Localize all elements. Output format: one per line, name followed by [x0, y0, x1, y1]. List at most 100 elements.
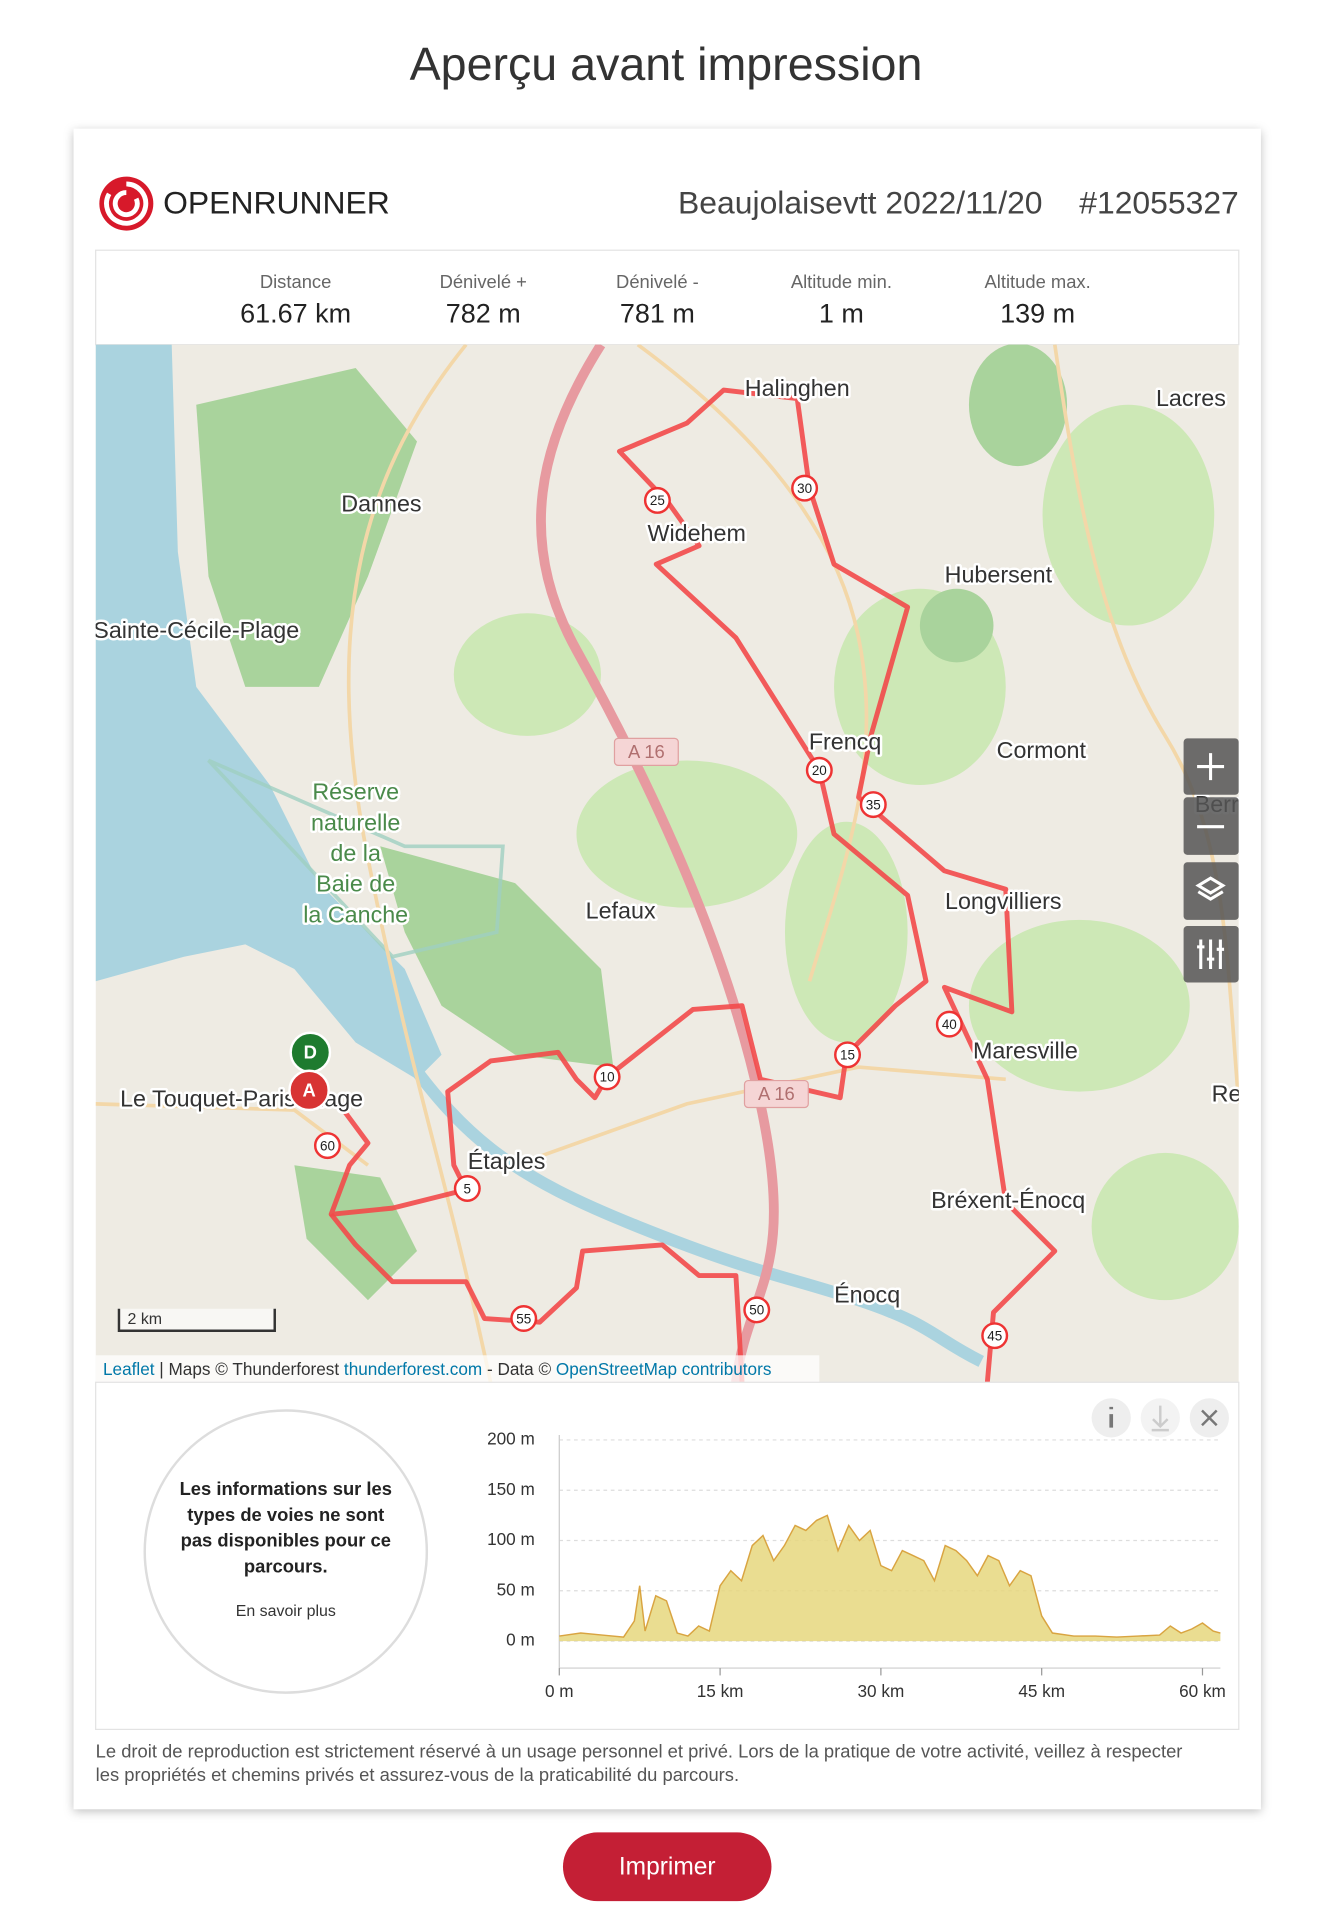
surface-info-line: pas disponibles pour ce — [181, 1530, 391, 1551]
y-tick-label: 100 m — [487, 1529, 535, 1549]
road-label: A 16 — [758, 1083, 795, 1104]
km-marker-label: 10 — [600, 1070, 615, 1085]
sea — [95, 344, 442, 1080]
km-marker-label: 60 — [320, 1138, 335, 1153]
y-tick-label: 0 m — [506, 1630, 535, 1650]
scale-label: 2 km — [128, 1311, 163, 1328]
road-shield — [613, 737, 679, 766]
stat-label: Altitude min. — [791, 271, 892, 292]
reserve-label: de la — [330, 840, 381, 866]
km-marker-label: 30 — [797, 481, 812, 496]
km-marker-label: 40 — [942, 1017, 957, 1032]
leaflet-link[interactable]: Leaflet — [103, 1359, 155, 1379]
reserve-label: Baie de — [316, 871, 395, 897]
river — [399, 1051, 984, 1367]
km-marker — [453, 1175, 481, 1202]
km-marker — [791, 474, 819, 502]
place-label: Frencq — [809, 728, 882, 754]
stat-value: 781 m — [620, 298, 695, 328]
reserve-label: la Canche — [303, 901, 408, 927]
end-label: A — [302, 1079, 315, 1100]
km-marker — [510, 1305, 538, 1333]
print-button-label: Imprimer — [619, 1853, 716, 1880]
surface-info-link[interactable]: En savoir plus — [236, 1603, 336, 1620]
attribution-text: | Maps © Thunderforest — [155, 1359, 344, 1379]
stats-box — [95, 249, 1240, 346]
attribution-text: - Data © — [482, 1359, 556, 1379]
surface-circle — [143, 1409, 429, 1694]
control-icons — [1195, 753, 1226, 969]
place-label: Lefaux — [586, 898, 656, 924]
footer-text: les propriétés et chemins privés et assu… — [96, 1764, 739, 1785]
stat-value: 1 m — [819, 298, 864, 328]
x-tick-label: 0 m — [545, 1681, 574, 1701]
surface-info-line: parcours. — [244, 1555, 328, 1576]
stat-value: 61.67 km — [240, 298, 351, 328]
km-marker-label: 55 — [516, 1311, 531, 1326]
map-fields — [453, 404, 1239, 1301]
stat-label: Altitude max. — [985, 271, 1091, 292]
km-marker-label: 50 — [749, 1303, 764, 1318]
km-marker — [593, 1063, 621, 1091]
scale-bar — [117, 1308, 276, 1333]
km-marker-label: 5 — [464, 1181, 472, 1196]
km-marker — [743, 1296, 771, 1324]
stat-label: Dénivelé + — [440, 271, 527, 292]
page-title: Aperçu avant impression — [410, 38, 923, 90]
km-marker — [935, 1010, 963, 1038]
place-label: Dannes — [341, 490, 421, 516]
place-label: Hubersent — [945, 562, 1053, 588]
end-marker — [288, 1069, 330, 1112]
stat-label: Dénivelé - — [616, 271, 699, 292]
reserve-outline — [207, 758, 505, 959]
road-label: A 16 — [628, 741, 665, 762]
place-label: Bréxent-Énocq — [931, 1187, 1085, 1213]
elevation-line — [559, 1514, 1221, 1638]
stat-label: Distance — [260, 271, 332, 292]
osm-link[interactable]: OpenStreetMap contributors — [556, 1359, 772, 1379]
reserve-label: naturelle — [311, 809, 400, 835]
map: Halinghen Lacres Dannes Widehem Hubersent Sai… — [93, 344, 1242, 1383]
km-marker-label: 35 — [866, 797, 881, 812]
logo — [99, 176, 154, 231]
thunderforest-link[interactable]: thunderforest.com — [344, 1359, 482, 1379]
km-marker — [643, 486, 671, 514]
km-marker-label: 15 — [840, 1048, 855, 1063]
route-line — [329, 1212, 745, 1383]
place-label: Re — [1212, 1080, 1242, 1106]
km-marker — [313, 1132, 341, 1160]
attribution: Leaflet | Maps © Thunderforest thunderfo… — [103, 1359, 771, 1379]
km-marker — [834, 1041, 862, 1069]
stat-value: 782 m — [446, 298, 521, 328]
x-tick-label: 60 km — [1179, 1681, 1226, 1701]
place-label: Widehem — [647, 520, 745, 546]
place-label: Halinghen — [745, 375, 850, 401]
footer-text: Le droit de reproduction est strictement… — [96, 1741, 1183, 1762]
place-label: Énocq — [834, 1282, 900, 1308]
km-marker-label: 20 — [812, 763, 827, 778]
attribution-bg — [95, 1355, 820, 1383]
surface-info-line: types de voies ne sont — [187, 1504, 384, 1525]
motorway — [536, 344, 779, 1383]
place-label: Lacres — [1156, 385, 1226, 411]
km-marker — [981, 1322, 1009, 1350]
print-button[interactable] — [562, 1832, 772, 1902]
x-tick-label: 45 km — [1018, 1681, 1065, 1701]
x-tick-label: 30 km — [858, 1681, 905, 1701]
y-tick-label: 150 m — [487, 1479, 535, 1499]
start-label: D — [304, 1041, 317, 1062]
place-label: Maresville — [973, 1038, 1078, 1064]
place-label: Étaples — [468, 1148, 546, 1174]
route-line — [307, 387, 1058, 1383]
surface-info-line: Les informations sur les — [180, 1478, 392, 1499]
y-tick-label: 50 m — [497, 1579, 535, 1599]
place-label: Longvilliers — [945, 888, 1062, 914]
reserve-label: Réserve — [312, 779, 399, 805]
place-label: Sainte-Cécile-Plage — [93, 617, 299, 643]
map-forest — [196, 344, 1068, 1301]
place-label: Cormont — [997, 737, 1087, 763]
x-tick-label: 15 km — [697, 1681, 744, 1701]
